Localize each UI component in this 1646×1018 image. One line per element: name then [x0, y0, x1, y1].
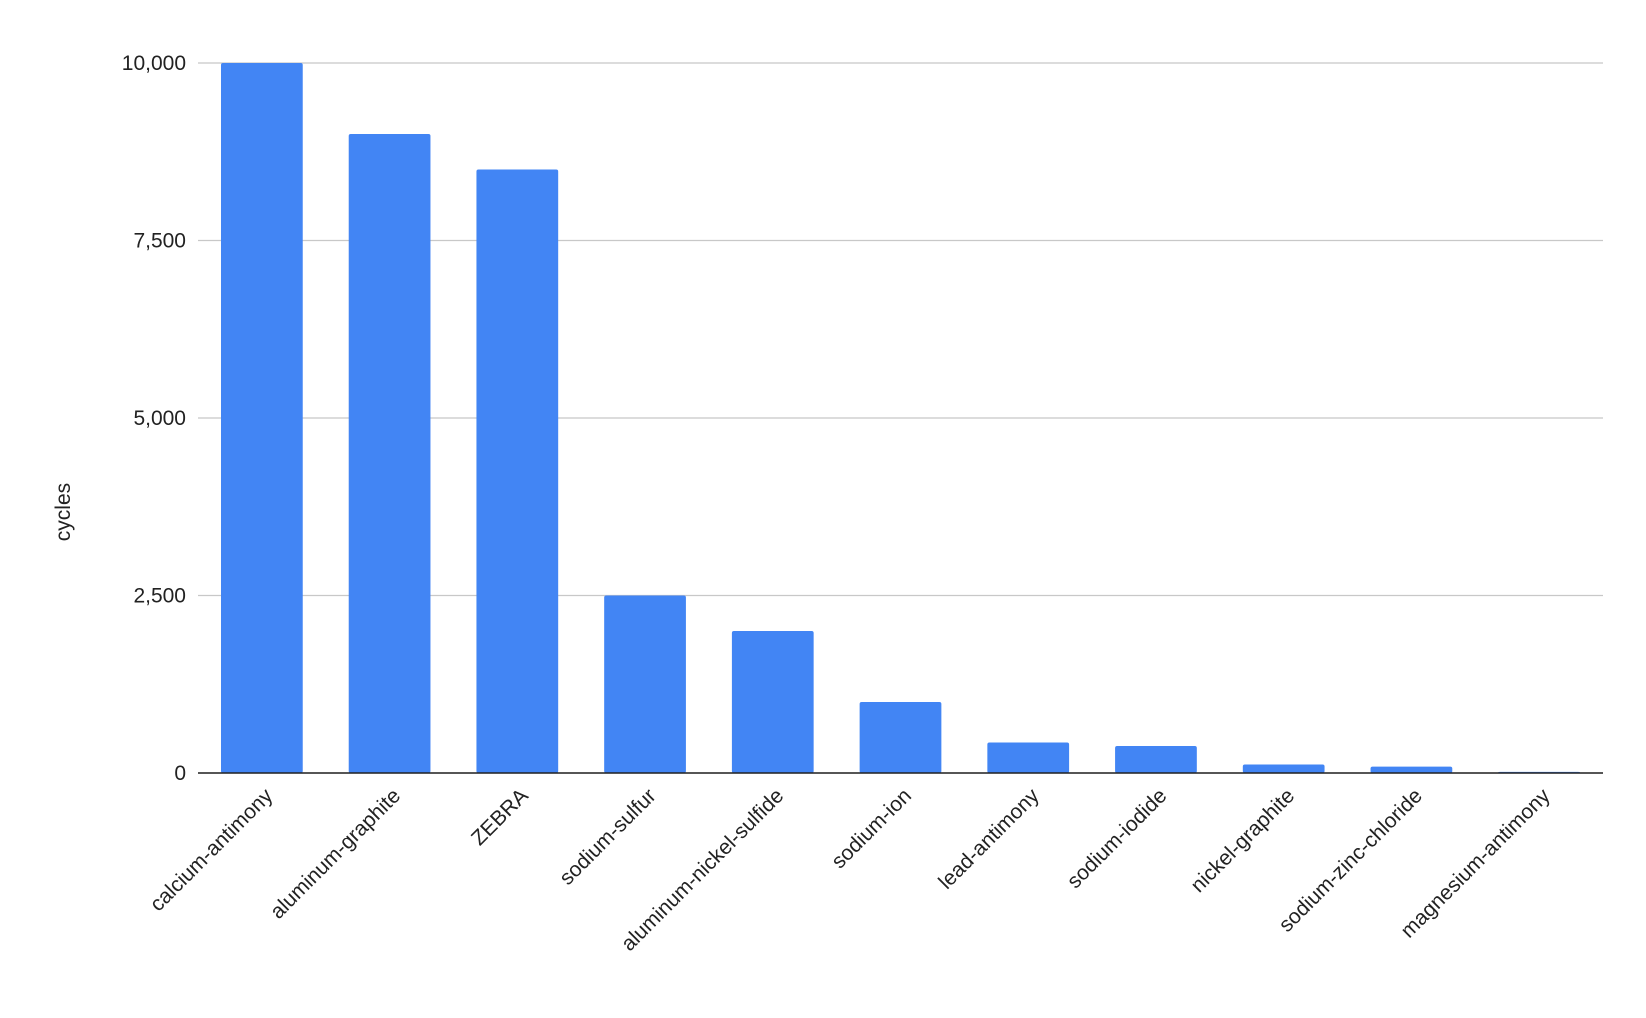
bar [348, 134, 431, 773]
bar [1115, 746, 1197, 773]
y-tick-label: 2,500 [133, 585, 186, 608]
x-tick-label: aluminum-graphite [266, 784, 405, 923]
y-tick-label: 7,500 [133, 230, 186, 253]
bar [859, 702, 942, 773]
x-tick-label: calcium-antimony [146, 784, 278, 916]
x-tick-label: nickel-graphite [1186, 784, 1299, 897]
bar [731, 631, 814, 773]
bar [1242, 764, 1325, 773]
y-axis-label: cycles [52, 483, 75, 541]
x-tick-label: sodium-zinc-chloride [1275, 784, 1427, 936]
x-tick-label: magnesium-antimony [1396, 784, 1555, 943]
bar [987, 742, 1070, 773]
bar [476, 169, 559, 773]
bar [1370, 766, 1453, 773]
y-tick-label: 10,000 [122, 52, 186, 75]
bar [220, 63, 303, 773]
y-tick-label: 5,000 [133, 407, 186, 430]
bar [604, 595, 686, 773]
x-tick-label: lead-antimony [934, 784, 1044, 894]
x-tick-label: sodium-ion [827, 784, 916, 873]
x-tick-label: sodium-iodide [1063, 784, 1172, 893]
x-tick-label: sodium-sulfur [555, 784, 660, 889]
x-tick-label: ZEBRA [467, 784, 533, 850]
y-tick-label: 0 [174, 762, 186, 785]
